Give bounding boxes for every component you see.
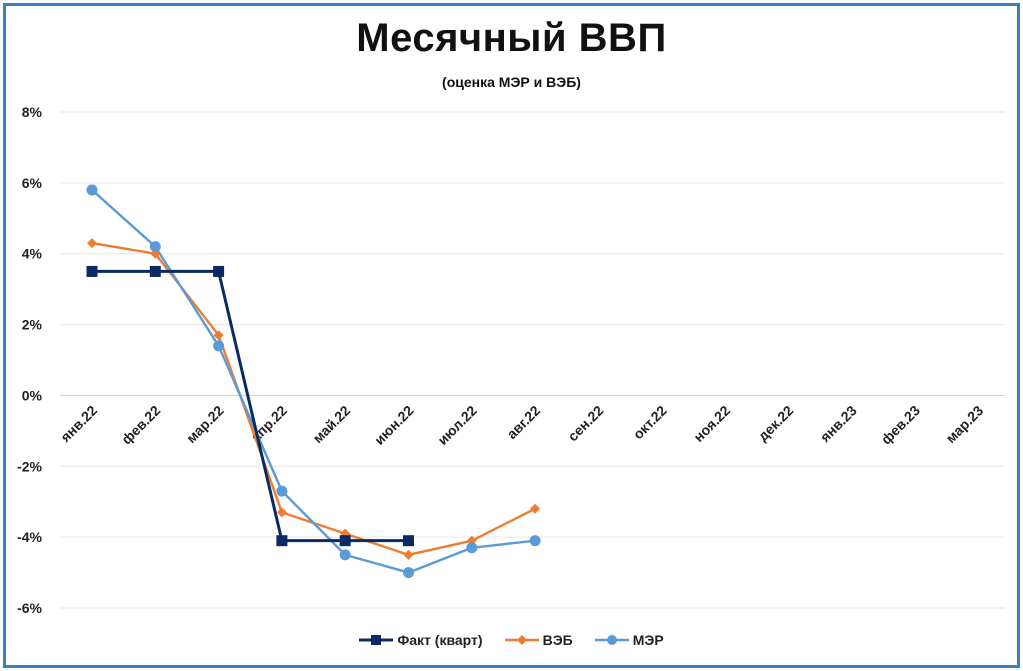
- data-point: [213, 340, 225, 352]
- x-category-label: янв.22: [57, 402, 100, 445]
- y-tick-label: 4%: [22, 246, 43, 262]
- data-point: [339, 535, 351, 547]
- data-point: [403, 535, 414, 547]
- legend-item: Факт (кварт): [359, 632, 483, 648]
- x-category-label: июн.22: [371, 402, 417, 448]
- chart-frame: [3, 3, 1020, 668]
- data-point: [530, 503, 541, 514]
- x-category-label: мар.23: [942, 402, 986, 446]
- data-point: [529, 535, 541, 547]
- series-line-0: [92, 269, 409, 543]
- y-tick-label: 0%: [22, 387, 43, 403]
- data-point: [86, 265, 98, 277]
- data-point: [276, 535, 288, 547]
- data-point: [276, 485, 288, 497]
- y-tick-label: 6%: [22, 175, 43, 191]
- data-point: [213, 330, 224, 341]
- legend-item: ВЭБ: [504, 632, 573, 648]
- x-category-label: сен.22: [564, 402, 606, 444]
- legend-swatch: [594, 635, 629, 645]
- x-category-label: авг.22: [503, 402, 543, 442]
- data-point: [87, 238, 97, 249]
- chart-subtitle: (оценка МЭР и ВЭБ): [442, 74, 581, 90]
- data-point: [149, 265, 161, 277]
- data-point: [213, 265, 225, 277]
- x-category-label: янв.23: [817, 402, 860, 445]
- legend-label: МЭР: [632, 632, 664, 648]
- y-tick-label: 2%: [22, 317, 43, 333]
- x-category-label: ноя.22: [690, 402, 733, 445]
- x-category-label: мар.22: [183, 402, 227, 446]
- x-category-label: фев.23: [878, 402, 923, 447]
- chart-title: Месячный ВВП: [356, 16, 667, 60]
- y-tick-label: -2%: [17, 458, 42, 474]
- x-category-label: дек.22: [755, 402, 797, 444]
- series-line-2: [91, 189, 536, 574]
- x-category-label: фев.22: [118, 402, 163, 447]
- legend-label: ВЭБ: [542, 632, 573, 648]
- legend-label: Факт (кварт): [397, 632, 483, 648]
- data-point: [149, 241, 161, 253]
- legend-item: МЭР: [594, 632, 664, 648]
- legend-swatch: [359, 635, 394, 645]
- x-category-label: май.22: [309, 402, 353, 446]
- y-tick-label: -6%: [17, 600, 42, 616]
- data-point: [276, 507, 287, 518]
- legend-swatch: [504, 635, 539, 645]
- data-point: [403, 567, 414, 579]
- y-tick-label: -4%: [17, 529, 42, 545]
- x-category-label: окт.22: [630, 402, 670, 442]
- data-point: [86, 184, 98, 196]
- series-line-1: [91, 241, 536, 557]
- x-category-label: июл.22: [434, 402, 480, 448]
- data-point: [339, 549, 351, 561]
- chart-legend: Факт (кварт) ВЭБ МЭР: [0, 632, 1023, 648]
- data-point: [403, 549, 414, 560]
- y-tick-label: 8%: [22, 104, 43, 120]
- data-point: [466, 542, 478, 554]
